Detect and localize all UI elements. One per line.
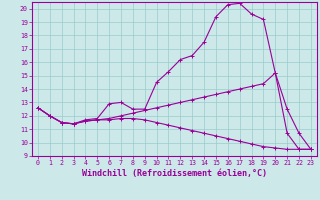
X-axis label: Windchill (Refroidissement éolien,°C): Windchill (Refroidissement éolien,°C) [82,169,267,178]
